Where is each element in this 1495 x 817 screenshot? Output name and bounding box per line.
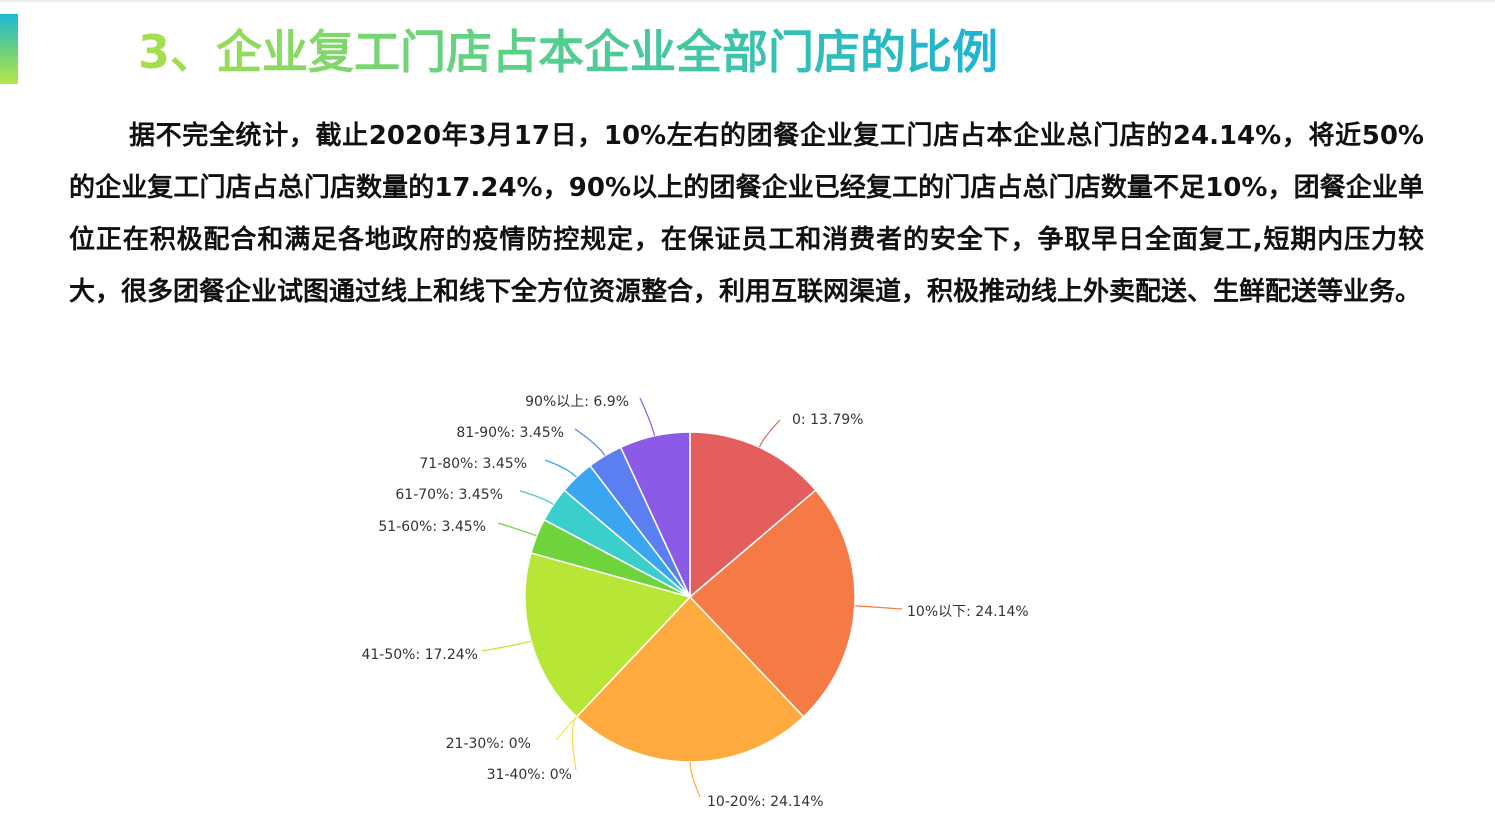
leader-line-3 [689, 761, 701, 798]
top-divider [0, 0, 1495, 2]
pie-slice-6[interactable] [524, 552, 692, 718]
slice-label-2: 10%以下: 24.14% [907, 604, 1029, 620]
slice-label-9: 71-80%: 3.45% [419, 456, 527, 472]
pie-slice-11[interactable] [619, 431, 691, 598]
pie-labels: 0: 13.79% 10%以下: 24.14% 10-20%: 24.14% 31-4… [361, 394, 1028, 810]
slice-label-6: 41-50%: 17.24% [361, 647, 478, 663]
pie-slices [524, 431, 856, 763]
slice-label-5: 21-30%: 0% [446, 736, 531, 752]
leader-line-7 [497, 522, 537, 537]
slice-label-7: 51-60%: 3.45% [378, 519, 486, 535]
leader-line-11 [639, 397, 656, 437]
slice-label-11: 90%以上: 6.9% [525, 394, 629, 410]
pie-slice-1[interactable] [689, 431, 817, 599]
slice-label-8: 61-70%: 3.45% [395, 487, 503, 503]
leader-line-5 [555, 716, 578, 741]
leader-line-1 [758, 419, 781, 448]
leader-line-9 [544, 459, 577, 478]
leader-line-6 [481, 640, 532, 652]
leader-line-4 [571, 716, 578, 771]
pie-slice-2[interactable] [688, 489, 856, 718]
body-paragraph: 据不完全统计，截止2020年3月17日，10%左右的团餐企业复工门店占本企业总门… [69, 121, 1424, 307]
slice-label-10: 81-90%: 3.45% [456, 425, 564, 441]
slice-label-1: 0: 13.79% [792, 412, 863, 428]
title-accent-bar [0, 14, 18, 84]
leader-line-2 [854, 605, 903, 610]
slide-title: 3、企业复工门店占本企业全部门店的比例 [138, 22, 998, 82]
slice-label-4: 31-40%: 0% [487, 767, 572, 783]
slice-label-3: 10-20%: 24.14% [707, 794, 824, 810]
leader-line-8 [519, 490, 554, 505]
leader-line-10 [574, 428, 606, 456]
